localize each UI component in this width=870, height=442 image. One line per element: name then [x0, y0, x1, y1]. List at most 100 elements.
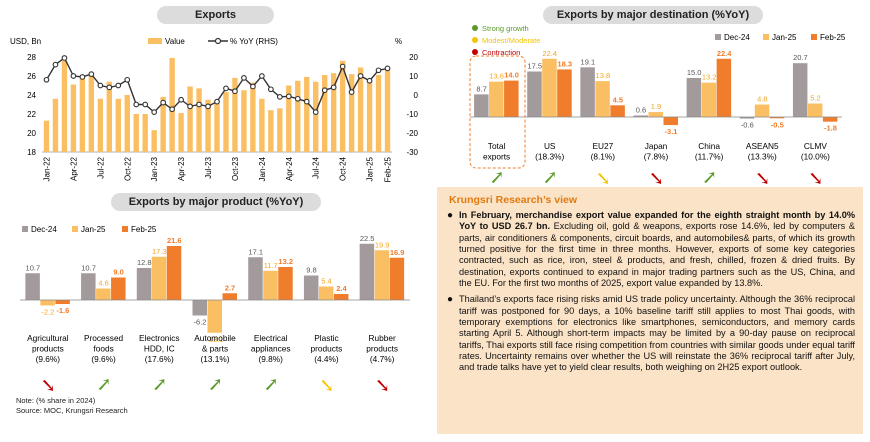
status-legend-dot [472, 37, 478, 43]
bar-feb-25 [389, 257, 405, 300]
bar-jan-25 [648, 112, 663, 117]
yoy-point [276, 94, 283, 100]
value-bar [375, 75, 382, 152]
value-bar [133, 114, 139, 152]
data-label: 22.4 [542, 49, 557, 58]
data-label: 13.2 [702, 73, 717, 82]
y-tick-right: 20 [409, 53, 418, 62]
bar-dec-24 [633, 115, 648, 117]
yoy-point [124, 76, 131, 83]
data-label: 16.9 [390, 248, 405, 257]
value-bar [348, 74, 355, 152]
value-bar [178, 113, 184, 152]
legend-label: Dec-24 [31, 225, 57, 234]
data-label: 19.9 [375, 240, 390, 249]
value-bar [88, 75, 95, 152]
yoy-point [70, 73, 77, 79]
value-bar [384, 69, 391, 152]
yoy-point [61, 55, 68, 61]
y-tick-left: 22 [27, 110, 36, 119]
data-label: -1.6 [56, 306, 69, 315]
yoy-point [43, 76, 50, 83]
category-label: (10.0%) [801, 152, 830, 162]
destination-chart: Strong growth Modest/Moderate Contraction D… [469, 24, 846, 184]
data-label: 10.7 [26, 263, 41, 272]
x-tick-label: Apr-23 [177, 156, 186, 181]
legend-swatch [811, 34, 817, 40]
yoy-point [223, 85, 229, 92]
bar-dec-24 [303, 275, 319, 300]
view-paragraph-1-body: Excluding oil, gold & weapons, exports r… [459, 221, 855, 289]
yoy-point [294, 95, 301, 102]
category-label: appliances [251, 344, 291, 354]
y-tick-right: 10 [409, 72, 418, 81]
y-tick-right: 0 [414, 91, 419, 100]
data-label: 15.0 [687, 68, 702, 77]
yoy-point [214, 98, 220, 105]
data-label: 21.6 [167, 236, 182, 245]
data-label: 4.5 [613, 95, 623, 104]
value-bar [151, 130, 157, 152]
y-axis-unit-right: % [395, 37, 402, 46]
y-tick-left: 24 [27, 91, 36, 100]
x-tick-label: Jan-25 [366, 156, 375, 181]
value-bar [196, 88, 202, 152]
data-label: 17.1 [248, 247, 263, 256]
bar-dec-24 [192, 300, 207, 316]
bar-jan-25 [542, 58, 557, 117]
x-tick-label: Apr-24 [285, 156, 294, 181]
category-label: (13.1%) [200, 354, 229, 364]
strong-arrow-icon [154, 379, 165, 390]
data-label: -0.6 [741, 121, 754, 130]
yoy-point [348, 89, 355, 95]
data-label: 11.7 [264, 261, 278, 270]
value-bar [295, 80, 301, 152]
legend-swatch [763, 34, 769, 40]
moderate-arrow-icon [321, 380, 332, 391]
bar-feb-25 [822, 117, 838, 122]
y-tick-left: 18 [27, 148, 36, 157]
yoy-point [285, 93, 292, 100]
value-bar [142, 114, 148, 152]
value-bar [277, 108, 283, 152]
category-label: (4.4%) [314, 354, 339, 364]
strong-arrow-icon [98, 379, 109, 390]
data-label: 12.8 [137, 258, 152, 267]
bar-feb-25 [111, 277, 126, 300]
legend-yoy-marker [214, 37, 222, 45]
bar-jan-25 [263, 270, 278, 300]
x-tick-label: Jul-23 [204, 156, 213, 178]
category-label: Japan [645, 141, 668, 151]
view-paragraph-2: ● Thailand’s exports face rising risks a… [445, 294, 855, 373]
status-legend-label: Modest/Moderate [482, 36, 540, 45]
product-chart-title: Exports by major product (%YoY) [111, 193, 321, 211]
y-tick-right: -10 [406, 110, 418, 119]
status-legend-dot [472, 49, 478, 55]
data-label: 10.7 [81, 263, 96, 272]
data-label: 13.8 [596, 71, 611, 80]
data-label: -2.2 [41, 308, 54, 317]
value-bar [259, 98, 265, 152]
category-label: products [366, 344, 398, 354]
yoy-point [366, 77, 373, 84]
destination-chart-title: Exports by major destination (%YoY) [543, 6, 763, 24]
category-label: Processed [84, 333, 124, 343]
category-label: (9.6%) [91, 354, 116, 364]
data-label: 0.6 [636, 105, 646, 114]
contraction-arrow-icon [810, 173, 821, 184]
yoy-point [357, 73, 364, 79]
yoy-point [259, 73, 265, 79]
strong-arrow-icon [210, 379, 220, 390]
x-tick-label: Oct-22 [123, 156, 132, 181]
value-bar [286, 85, 292, 152]
strong-arrow-icon [704, 172, 715, 183]
category-label: (9.6%) [36, 354, 61, 364]
bar-dec-24 [248, 257, 263, 300]
bar-jan-25 [40, 300, 55, 306]
data-label: 17.5 [527, 62, 542, 71]
contraction-arrow-icon [377, 380, 388, 391]
legend-value-label: Value [165, 37, 185, 46]
category-label: US [544, 141, 556, 151]
bar-jan-25 [96, 288, 111, 300]
yoy-point [267, 86, 274, 93]
